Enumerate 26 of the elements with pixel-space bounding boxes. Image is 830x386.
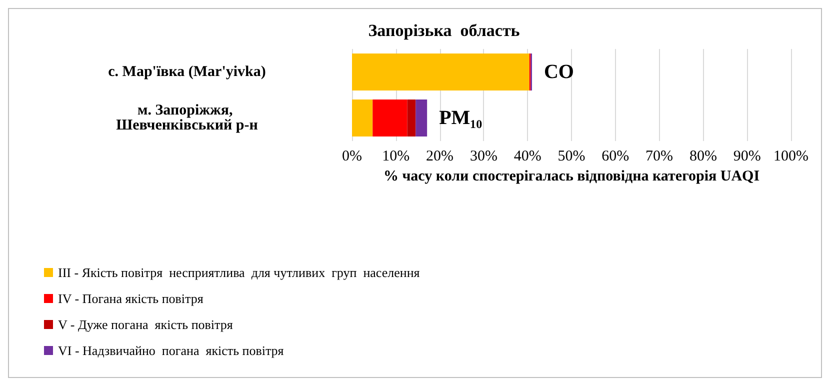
bar xyxy=(352,100,373,136)
chart-title: Запорізька область xyxy=(368,21,520,40)
annotation: PM₁₀ xyxy=(439,107,482,129)
y-tick-label: с. Мар'ївка (Mar'yivka) xyxy=(108,64,266,80)
x-tick-label: 100% xyxy=(774,148,808,164)
x-tick-label: 80% xyxy=(689,148,717,164)
bar xyxy=(407,100,416,136)
bar xyxy=(372,100,408,136)
x-tick-label: 20% xyxy=(426,148,454,164)
x-tick-label: 30% xyxy=(470,148,498,164)
annotation: CO xyxy=(544,61,574,83)
x-axis-title: % часу коли спостерігалась відповідна категорія UAQI xyxy=(383,168,760,184)
x-tick-label: 90% xyxy=(733,148,761,164)
x-tick-label: 10% xyxy=(382,148,410,164)
x-tick-label: 70% xyxy=(646,148,674,164)
legend-label: IV - Погана якість повітря xyxy=(58,291,204,306)
legend-label: V - Дуже погана якість повітря xyxy=(58,317,233,332)
x-tick-label: 0% xyxy=(342,148,362,164)
y-tick-label: м. Запоріжжя, Шевченківський р-н xyxy=(116,102,258,134)
bar xyxy=(352,54,530,90)
legend-label: III - Якість повітря несприятлива для чутливих груп населення xyxy=(58,265,420,280)
legend-label: VI - Надзвичайно погана якість повітря xyxy=(58,343,284,358)
x-tick-label: 40% xyxy=(514,148,542,164)
x-tick-label: 50% xyxy=(558,148,586,164)
x-tick-label: 60% xyxy=(602,148,630,164)
bar xyxy=(416,100,428,136)
